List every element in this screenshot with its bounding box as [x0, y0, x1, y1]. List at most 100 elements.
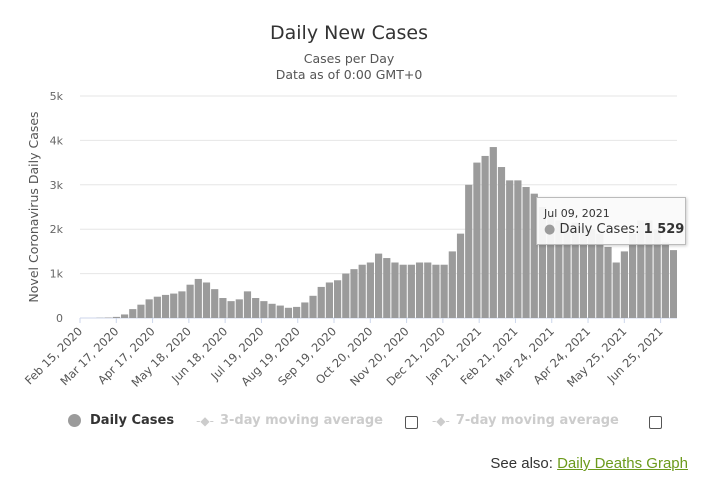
bar	[137, 304, 145, 318]
y-tick-label: 1k	[50, 268, 64, 281]
bar	[243, 291, 252, 318]
bar	[407, 264, 415, 318]
bar	[522, 187, 530, 318]
line-marker-icon: -◆-	[196, 413, 214, 428]
bar	[194, 278, 202, 318]
bar	[211, 289, 219, 318]
bar	[301, 302, 309, 318]
chart-title: Daily New Cases	[270, 22, 428, 44]
bar	[547, 215, 555, 318]
see-also: See also: Daily Deaths Graph	[490, 455, 688, 472]
bar	[260, 301, 268, 318]
tooltip-dot-icon: ●	[544, 222, 556, 237]
bar	[145, 299, 153, 318]
bar	[391, 262, 399, 318]
bar	[456, 233, 465, 318]
bar	[252, 298, 260, 318]
bar	[629, 233, 637, 318]
bar	[661, 242, 669, 318]
bar	[538, 207, 547, 318]
chart-subtitle-2: Data as of 0:00 GMT+0	[276, 67, 423, 82]
bar	[374, 253, 383, 318]
bar	[612, 262, 620, 318]
bar	[653, 229, 661, 318]
bar	[432, 264, 440, 318]
bar	[317, 286, 325, 318]
y-tick-label: 3k	[50, 179, 64, 192]
tooltip-value: 1 529	[643, 222, 685, 237]
bar	[284, 307, 293, 318]
bar	[325, 282, 334, 318]
bar	[153, 296, 161, 318]
line-marker-icon: -◆-	[431, 413, 450, 428]
bar	[497, 167, 506, 318]
legend-3day-average[interactable]: -◆- 3-day moving average	[196, 413, 383, 428]
chart-svg: Daily New Cases Cases per Day Data as of…	[22, 22, 677, 390]
bar	[489, 147, 497, 318]
bar	[268, 303, 276, 318]
bar	[579, 226, 588, 318]
bar	[293, 306, 301, 318]
bar	[424, 262, 432, 318]
bar	[120, 314, 129, 318]
bar	[227, 301, 235, 318]
bar	[309, 295, 317, 318]
bar	[588, 229, 596, 318]
bar	[161, 294, 170, 318]
legend-label: 3-day moving average	[219, 413, 383, 428]
bar	[645, 220, 653, 318]
legend-label: Daily Cases	[90, 413, 175, 428]
y-tick-label: 4k	[50, 134, 64, 147]
bar	[571, 222, 579, 318]
bar	[620, 251, 629, 318]
daily-deaths-link[interactable]: Daily Deaths Graph	[557, 455, 688, 472]
bar	[514, 180, 522, 318]
bar	[669, 250, 677, 318]
bar	[342, 273, 350, 318]
tooltip-date: Jul 09, 2021	[544, 207, 610, 220]
bar	[178, 291, 186, 318]
bar	[383, 258, 391, 318]
bar	[637, 220, 645, 318]
bar	[350, 269, 358, 318]
bar	[473, 162, 481, 318]
bar	[235, 299, 243, 318]
chart-subtitle-1: Cases per Day	[304, 51, 395, 66]
bar	[563, 224, 571, 318]
tooltip-label: Daily Cases:	[559, 222, 640, 237]
bar	[399, 264, 407, 318]
bar	[186, 284, 194, 318]
bar	[415, 262, 424, 318]
bar	[334, 280, 342, 318]
bar	[465, 184, 473, 318]
legend: Daily Cases -◆- 3-day moving average -◆- 7…	[68, 412, 676, 429]
bar	[112, 316, 120, 318]
y-tick-label: 5k	[50, 90, 64, 103]
bar	[604, 246, 612, 318]
circle-icon	[68, 414, 81, 427]
legend-label: 7-day moving average	[455, 413, 619, 428]
bar	[596, 233, 604, 318]
bar	[219, 298, 227, 318]
tooltip: Jul 09, 2021 ● Daily Cases: 1 529	[536, 197, 686, 245]
see-also-label: See also:	[490, 455, 553, 472]
y-axis-label: Novel Coronavirus Daily Cases	[26, 111, 41, 302]
bar	[448, 251, 456, 318]
y-tick-label: 2k	[50, 223, 64, 236]
bar	[129, 309, 137, 318]
bar	[202, 282, 211, 318]
legend-daily-cases[interactable]: Daily Cases	[68, 413, 174, 428]
bar	[358, 264, 366, 318]
3day-average-checkbox[interactable]	[404, 416, 418, 429]
legend-7day-average[interactable]: -◆- 7-day moving average	[432, 413, 619, 428]
bar	[530, 193, 538, 318]
bar	[481, 155, 489, 318]
bar	[555, 220, 563, 318]
bar	[440, 264, 448, 318]
7day-average-checkbox[interactable]	[648, 416, 662, 429]
bar	[506, 180, 514, 318]
bar	[366, 262, 374, 318]
bar	[170, 293, 178, 318]
bar	[276, 305, 284, 318]
